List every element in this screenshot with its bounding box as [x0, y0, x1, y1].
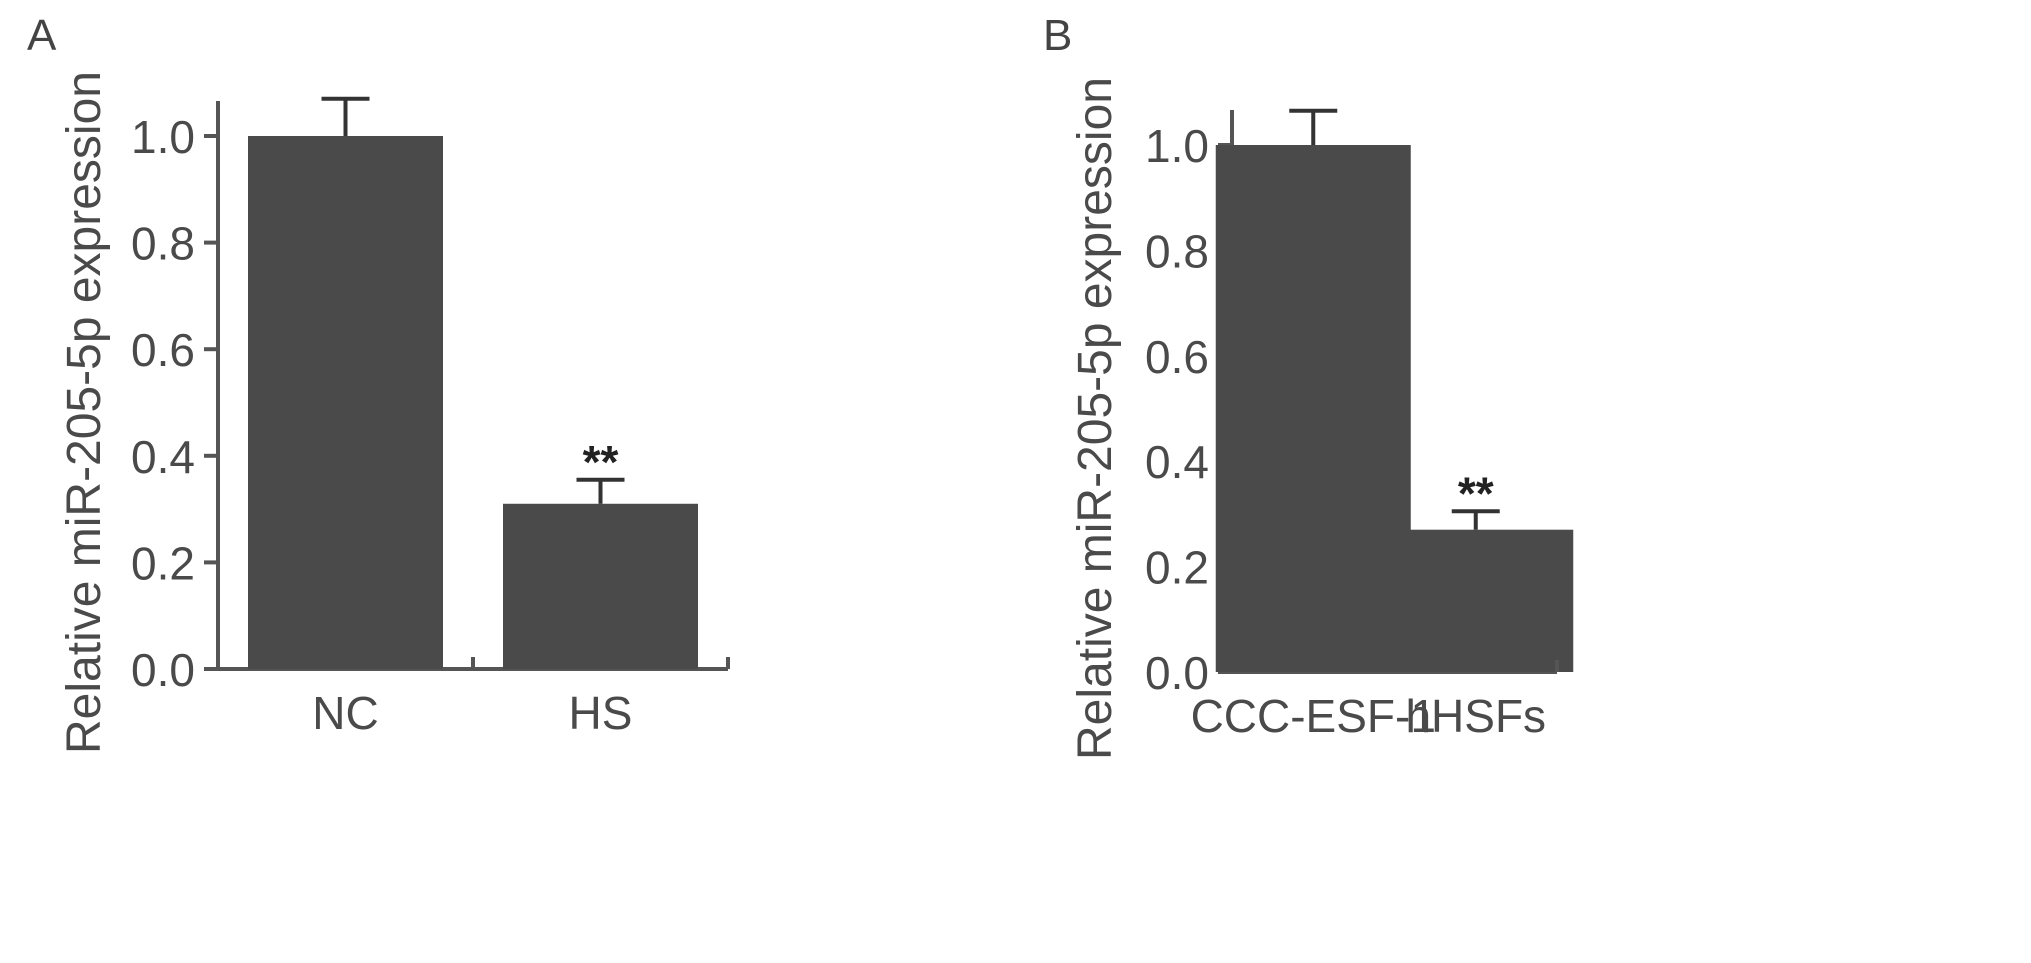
y-tick-label: 0.4: [131, 431, 195, 483]
x-tick-label: NC: [312, 687, 378, 739]
panel-label: A: [27, 11, 57, 60]
x-tick-label: HS: [569, 687, 633, 739]
y-axis-label: Relative miR-205-5p expression: [58, 71, 111, 754]
panel-label: B: [1043, 11, 1072, 60]
y-axis-label: Relative miR-205-5p expression: [1069, 77, 1122, 760]
y-tick-label: 0.2: [131, 537, 195, 589]
y-tick-label: 1.0: [1145, 120, 1209, 172]
x-tick-label: CCC-ESF-1: [1191, 690, 1436, 742]
bar: [248, 136, 443, 669]
y-tick-label: 0.0: [1145, 647, 1209, 699]
y-tick-label: 1.0: [131, 111, 195, 163]
y-tick-label: 0.8: [1145, 225, 1209, 277]
y-tick-label: 0.6: [1145, 331, 1209, 383]
y-tick-label: 0.2: [1145, 542, 1209, 594]
y-tick-label: 0.0: [131, 644, 195, 696]
y-tick-label: 0.6: [131, 324, 195, 376]
bar: [1378, 529, 1574, 672]
y-tick-label: 0.4: [1145, 436, 1209, 488]
bar-chart-b: B Relative miR-205-5p expression 0.0 0.2 0.4…: [1043, 11, 1574, 760]
chart-panel-a: A Relative miR-205-5p expression 0.0 0.2 0.4…: [0, 0, 1015, 963]
y-tick-label: 0.8: [131, 218, 195, 270]
significance-marker: **: [1458, 467, 1494, 519]
bar: [503, 503, 698, 669]
x-tick-label: hHSFs: [1405, 690, 1546, 742]
chart-panel-b: B Relative miR-205-5p expression 0.0 0.2 0.4…: [1015, 0, 2030, 963]
significance-marker: **: [583, 436, 619, 488]
